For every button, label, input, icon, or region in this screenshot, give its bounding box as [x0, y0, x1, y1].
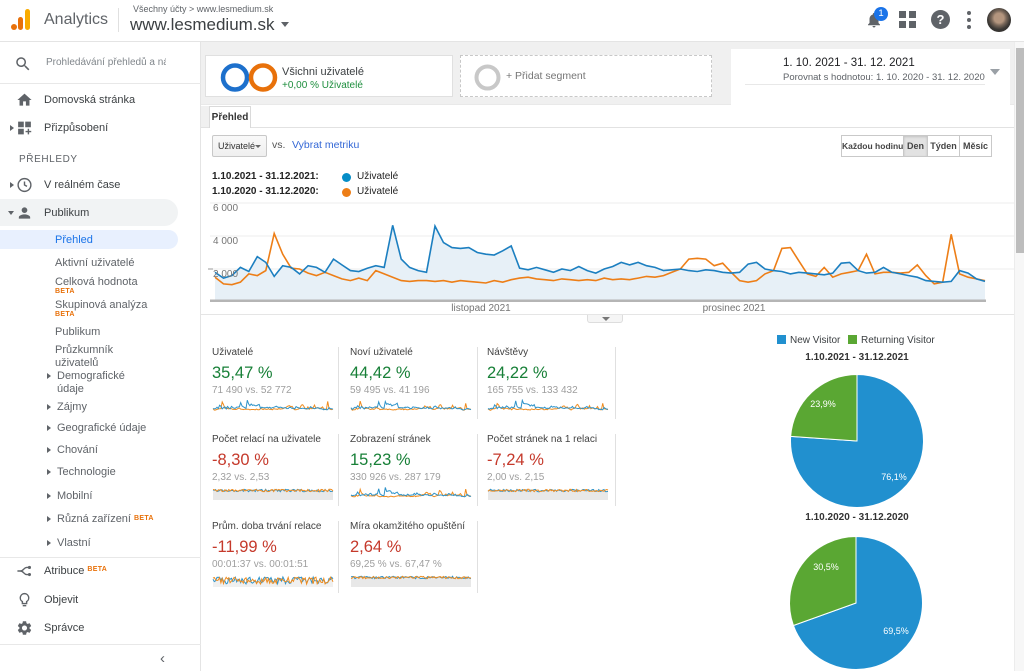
svg-text:2 000: 2 000 [213, 269, 238, 280]
svg-text:30,5%: 30,5% [813, 562, 839, 572]
svg-text:4 000: 4 000 [213, 236, 238, 247]
svg-text:23,9%: 23,9% [810, 399, 836, 409]
svg-text:prosinec 2021: prosinec 2021 [703, 303, 766, 314]
svg-text:69,5%: 69,5% [883, 626, 909, 636]
svg-text:listopad 2021: listopad 2021 [451, 303, 511, 314]
svg-text:6 000: 6 000 [213, 203, 238, 214]
svg-text:76,1%: 76,1% [881, 472, 907, 482]
